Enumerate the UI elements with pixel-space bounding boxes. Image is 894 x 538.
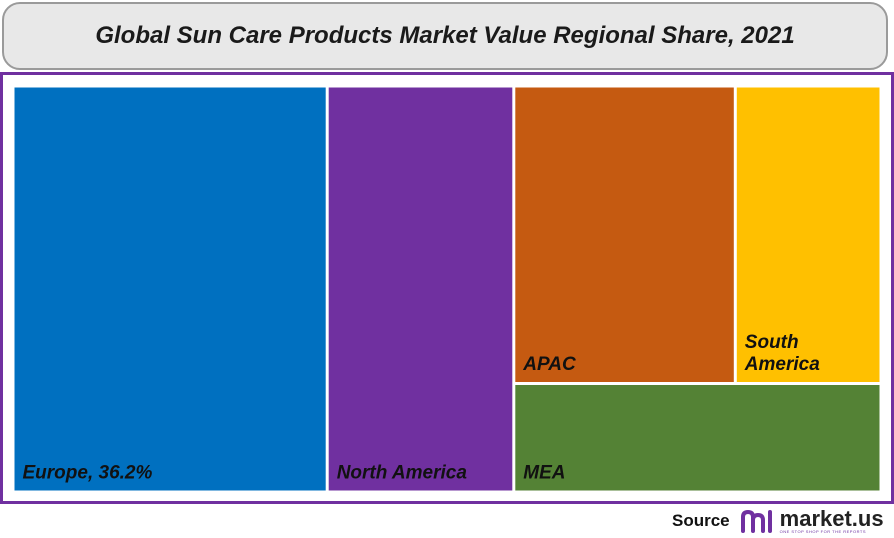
logo-tagline: ONE STOP SHOP FOR THE REPORTS (779, 529, 867, 534)
tile-label-europe: Europe, 36.2% (23, 463, 153, 484)
market-us-logo-icon (740, 509, 772, 533)
tile-north-america (328, 87, 513, 491)
chart-title: Global Sun Care Products Market Value Re… (95, 22, 795, 49)
chart-frame: Europe, 36.2% North America APAC South Ameri… (0, 72, 894, 504)
source-row: Source market.us ONE STOP SHOP FOR THE R… (672, 506, 884, 536)
treemap-chart: Europe, 36.2% North America APAC South Ameri… (14, 87, 880, 491)
tile-europe (14, 87, 326, 491)
tile-mea (515, 385, 880, 491)
source-label: Source (672, 511, 730, 530)
logo-text-wrap: market.us ONE STOP SHOP FOR THE REPORTS (780, 508, 884, 534)
chart-title-box: Global Sun Care Products Market Value Re… (2, 2, 888, 70)
tile-apac (515, 87, 734, 382)
tile-label-apac: APAC (522, 354, 576, 375)
tile-south-america (736, 87, 880, 382)
tile-label-mea: MEA (523, 463, 565, 484)
logo-text: market.us (779, 506, 884, 531)
tile-label-south-america: South America (744, 332, 820, 375)
tile-label-north-america: North America (337, 463, 468, 484)
